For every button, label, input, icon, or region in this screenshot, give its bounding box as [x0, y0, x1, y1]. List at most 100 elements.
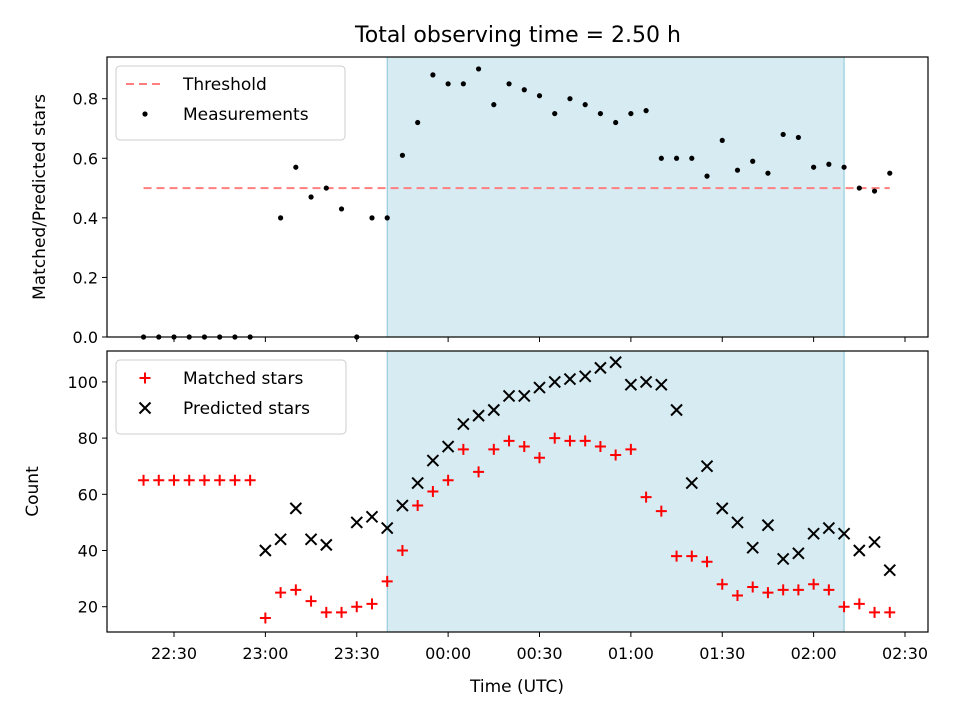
predicted-star-point — [853, 544, 866, 557]
x-tick-label: 00:30 — [516, 644, 562, 663]
x-tick-label: 01:00 — [608, 644, 654, 663]
x-tick-label: 02:00 — [791, 644, 837, 663]
matched-star-point — [579, 435, 591, 447]
measurement-point — [856, 185, 862, 191]
matched-star-point — [564, 435, 576, 447]
measurement-point — [491, 102, 497, 108]
measurement-point — [552, 110, 558, 117]
legend-label: Threshold — [182, 75, 267, 95]
legend: Threshold Measurements — [115, 65, 346, 141]
predicted-star-point — [457, 417, 470, 431]
chart-title: Total observing time = 2.50 h — [354, 23, 681, 48]
matched-star-point — [366, 598, 378, 610]
matched-star-point — [290, 584, 302, 596]
predicted-star-point — [259, 544, 272, 557]
plot-frame — [106, 350, 929, 633]
measurement-point — [399, 152, 406, 158]
measurement-point — [475, 66, 482, 72]
predicted-star-point — [609, 356, 622, 369]
x-tick-label: 22:30 — [151, 644, 197, 663]
legend-predicted-swatch — [138, 401, 152, 415]
predicted-star-point — [320, 538, 333, 552]
measurement-point — [750, 158, 756, 164]
y-tick-label: 100 — [67, 373, 98, 392]
measurement-point — [445, 81, 451, 87]
y-tick-label: 0.8 — [73, 90, 98, 109]
matched-star-point — [625, 443, 637, 455]
x-axis-label: Time (UTC) — [469, 677, 564, 697]
matched-star-point — [275, 587, 287, 599]
matched-star-point — [518, 441, 530, 453]
predicted-star-point — [533, 381, 546, 394]
measurement-point — [673, 155, 680, 161]
matched-star-point — [427, 486, 439, 497]
predicted-star-point — [365, 510, 379, 523]
matched-star-point — [168, 474, 180, 486]
predicted-star-point — [548, 375, 561, 389]
matched-star-point — [198, 474, 210, 486]
predicted-star-point — [289, 502, 303, 515]
legend: Matched stars Predicted stars — [115, 359, 347, 435]
matched-star-point — [336, 606, 348, 618]
matched-star-point — [473, 466, 485, 478]
measurement-point — [293, 164, 299, 170]
measurement-point — [278, 215, 284, 221]
matched-star-point — [671, 550, 683, 562]
matched-star-point — [305, 595, 317, 607]
matched-star-point — [351, 601, 363, 613]
measurement-point — [613, 119, 619, 126]
measurement-point — [506, 81, 512, 87]
matched-star-point — [488, 443, 500, 455]
predicted-star-point — [502, 389, 516, 403]
matched-star-point — [320, 606, 332, 618]
measurement-point — [567, 96, 573, 102]
measurement-point — [841, 164, 847, 170]
measurement-point — [369, 215, 375, 221]
predicted-star-point — [655, 378, 668, 391]
y-tick-label: 80 — [78, 429, 98, 448]
shaded-interval — [386, 350, 845, 633]
matched-star-point — [138, 474, 150, 486]
matched-star-point — [731, 589, 743, 601]
predicted-star-point — [396, 499, 409, 512]
matched-star-point — [869, 606, 881, 618]
measurement-point — [704, 173, 710, 179]
matched-star-point — [534, 452, 545, 464]
matched-star-point — [701, 556, 713, 568]
measurement-point — [643, 108, 649, 114]
legend-label: Predicted stars — [183, 399, 310, 419]
matched-star-point — [594, 441, 606, 453]
predicted-star-point — [670, 403, 683, 417]
measurement-point — [795, 134, 801, 141]
measurement-point — [826, 161, 832, 167]
predicted-star-point — [776, 552, 790, 566]
measurement-point — [338, 206, 345, 212]
predicted-star-point — [792, 547, 805, 560]
predicted-star-point — [868, 535, 881, 549]
matched-star-point — [442, 474, 454, 486]
shaded-interval — [386, 56, 845, 338]
predicted-star-point — [761, 519, 775, 532]
measurement-point — [734, 167, 741, 173]
x-tick-label: 02:30 — [882, 644, 928, 663]
matched-star-point — [838, 601, 850, 613]
matched-star-point — [381, 575, 393, 587]
legend-box — [115, 65, 346, 141]
y-tick-label: 0.6 — [73, 149, 98, 168]
matched-star-point — [823, 584, 835, 596]
predicted-star-point — [487, 403, 501, 417]
predicted-star-point — [746, 541, 759, 554]
matched-star-point — [153, 474, 165, 486]
measurement-point — [384, 215, 390, 221]
matched-star-point — [884, 606, 896, 618]
predicted-star-point — [304, 533, 318, 546]
matched-star-point — [259, 612, 271, 624]
measurement-point — [719, 137, 725, 144]
measurement-point — [308, 194, 314, 200]
measurement-point — [536, 93, 543, 99]
matched-star-point — [457, 443, 469, 455]
matched-star-point — [777, 584, 789, 596]
predicted-star-point — [578, 370, 592, 383]
measurement-point — [765, 170, 771, 176]
plot-frame — [106, 56, 929, 338]
